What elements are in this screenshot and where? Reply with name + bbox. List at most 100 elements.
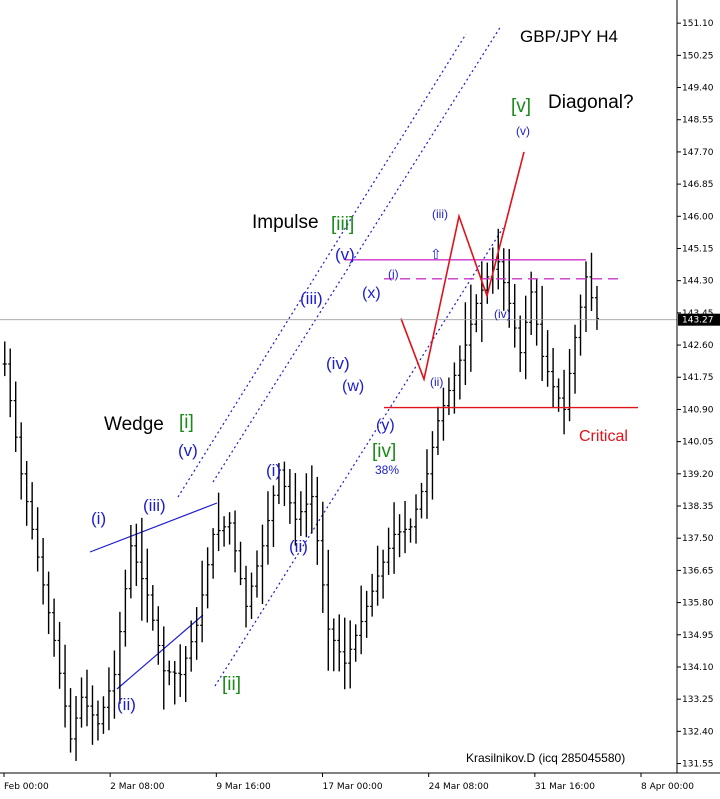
price-tick-label: 139.20 — [682, 470, 714, 480]
price-bar — [424, 449, 429, 519]
price-bar — [551, 347, 556, 408]
price-bar — [397, 514, 402, 558]
wedge-upper-line — [89, 502, 218, 553]
price-bar — [337, 614, 342, 672]
price-bar — [315, 476, 320, 565]
wave-proj-v: (v) — [516, 124, 530, 138]
price-bar — [41, 537, 46, 605]
impulse-label: Impulse — [252, 212, 319, 233]
price-bar — [172, 661, 177, 705]
wave-imp-iii: (iii) — [300, 289, 323, 308]
price-bar — [578, 294, 583, 356]
price-bar — [74, 696, 79, 761]
wave-green-v: [v] — [511, 96, 531, 117]
price-tick-label: 150.25 — [682, 51, 714, 61]
wave-wedge-ii: (ii) — [117, 695, 136, 714]
price-tick-label: 147.70 — [682, 148, 714, 158]
price-bar — [167, 660, 172, 686]
price-bar — [276, 463, 281, 505]
price-bar — [200, 560, 205, 643]
wave-wedge-i: (i) — [91, 509, 106, 528]
wave-imp-v: (v) — [335, 245, 355, 264]
price-bar — [348, 620, 353, 689]
price-bar — [403, 500, 408, 554]
horizontal-levels — [345, 259, 638, 409]
wave-green-i: [i] — [179, 412, 194, 433]
price-bar — [556, 378, 561, 412]
price-bar — [353, 624, 358, 662]
time-tick-label: Feb 00:00 — [4, 782, 49, 792]
price-bar — [84, 669, 89, 727]
price-bar — [386, 527, 391, 575]
price-bar — [282, 461, 287, 507]
price-tick-label: 136.65 — [682, 566, 714, 576]
price-bar — [304, 473, 309, 538]
price-bar — [139, 517, 144, 621]
price-bar — [523, 295, 528, 380]
projection-path — [400, 151, 525, 382]
price-bar — [112, 650, 117, 719]
price-bar — [30, 482, 35, 540]
price-bar — [123, 569, 128, 647]
price-bar — [298, 491, 303, 536]
price-bar — [326, 549, 331, 671]
price-bar — [178, 644, 183, 698]
wave-y: (y) — [376, 417, 395, 434]
price-tick-label: 133.25 — [682, 695, 714, 705]
price-bar — [2, 341, 7, 377]
price-bar — [134, 523, 139, 586]
channel-lower — [214, 227, 504, 687]
time-tick-label: 9 Mar 16:00 — [216, 782, 271, 792]
price-bar — [79, 677, 84, 728]
price-tick-label: 140.90 — [682, 405, 714, 415]
time-tick-label: 8 Apr 00:00 — [641, 782, 694, 792]
price-bar — [205, 547, 210, 609]
price-tick-label: 137.50 — [682, 534, 714, 544]
current-price-label: 143.27 — [682, 316, 714, 326]
time-tick-label: 17 Mar 00:00 — [323, 782, 383, 792]
price-bar — [145, 548, 150, 623]
price-bar — [183, 646, 188, 703]
price-bar — [216, 492, 221, 552]
price-bar — [529, 271, 534, 335]
price-bar — [95, 700, 100, 741]
wedge-lower-line — [116, 614, 204, 690]
price-bar — [161, 626, 166, 710]
price-bar — [13, 381, 18, 452]
wave-proj-i: (i) — [388, 267, 399, 281]
price-tick-label: 144.30 — [682, 277, 714, 287]
price-bar — [359, 585, 364, 655]
time-tick-label: 31 Mar 16:00 — [535, 782, 595, 792]
price-bar — [233, 510, 238, 573]
price-tick-label: 149.40 — [682, 84, 714, 94]
price-bar — [238, 541, 243, 586]
price-tick-label: 142.60 — [682, 341, 714, 351]
critical-label: Critical — [579, 428, 628, 445]
price-bar — [364, 590, 369, 638]
price-bar — [35, 507, 40, 572]
price-tick-label: 145.15 — [682, 244, 714, 254]
price-bar — [589, 252, 594, 312]
price-tick-label: 141.75 — [682, 373, 714, 383]
up-arrow-icon: ⇧ — [430, 246, 442, 262]
price-tick-label: 135.80 — [682, 599, 714, 609]
fib-38-label: 38% — [375, 463, 399, 477]
price-bar — [331, 618, 336, 672]
price-bar — [419, 482, 424, 519]
channel-upper-outer — [177, 33, 467, 498]
projection-line — [400, 151, 525, 382]
price-bar — [90, 685, 95, 745]
price-bar — [211, 528, 216, 579]
wedge-lines — [89, 502, 218, 690]
time-tick-label: 24 Mar 08:00 — [429, 782, 489, 792]
price-bar — [63, 644, 68, 728]
price-bar — [534, 279, 539, 346]
price-bar — [463, 302, 468, 386]
price-bar — [156, 606, 161, 665]
wave-wedge-iii: (iii) — [143, 496, 166, 515]
wave-imp-iv: (iv) — [326, 354, 350, 373]
wave-wedge-v: (v) — [178, 441, 198, 460]
price-bar — [545, 330, 550, 387]
price-tick-label: 148.55 — [682, 116, 714, 126]
